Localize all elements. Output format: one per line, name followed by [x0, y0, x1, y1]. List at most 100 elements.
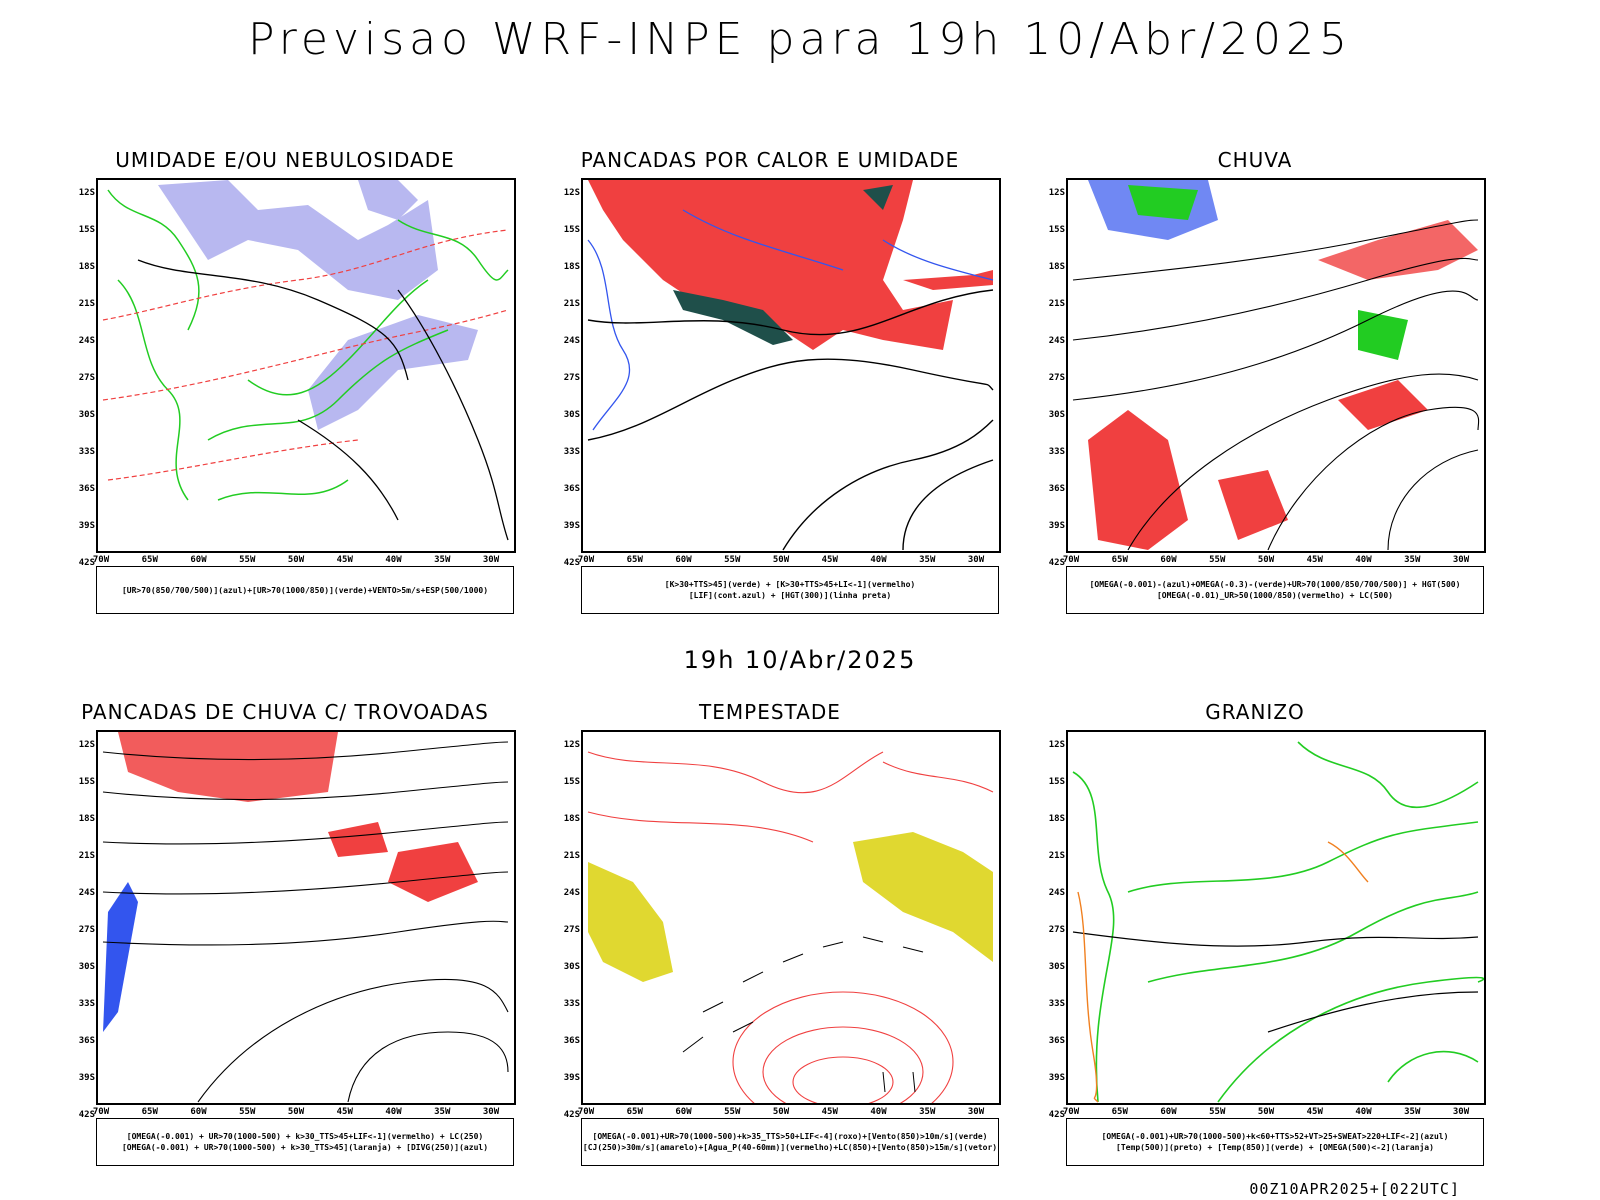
panel-legend: [K>30+TTS>45](verde) + [K>30+TTS>45+LI<-…: [581, 566, 999, 614]
longitude-tick-label: 70W: [1062, 1107, 1080, 1117]
longitude-tick-label: 30W: [1452, 555, 1470, 565]
longitude-axis: 70W 65W 60W 55W 50W 45W 40W 35W 30W: [93, 1107, 516, 1119]
wind-vectors: [682, 936, 924, 1093]
latitude-tick-label: 12S: [1048, 740, 1065, 750]
latitude-tick-label: 12S: [1048, 188, 1065, 198]
latitude-tick-label: 30S: [563, 962, 580, 972]
longitude-tick-label: 50W: [772, 1107, 790, 1117]
latitude-tick-label: 36S: [1048, 1036, 1065, 1046]
thunderstorm-area-red: [118, 732, 338, 802]
longitude-tick-label: 35W: [919, 555, 936, 565]
latitude-tick-label: 39S: [78, 521, 95, 531]
panel-legend: [OMEGA(-0.001) + UR>70(1000-500) + k>30_…: [96, 1118, 514, 1166]
longitude-tick-label: 40W: [870, 555, 887, 565]
panel-legend: [OMEGA(-0.001)-(azul)+OMEGA(-0.3)-(verde…: [1066, 566, 1484, 614]
longitude-tick-label: 65W: [626, 555, 643, 565]
panel-title: PANCADAS DE CHUVA C/ TROVOADAS: [81, 700, 489, 724]
longitude-tick-label: 45W: [821, 1107, 838, 1117]
longitude-tick-label: 45W: [1306, 1107, 1323, 1117]
latitude-tick-label: 21S: [78, 851, 95, 861]
longitude-tick-label: 60W: [1160, 555, 1177, 565]
latitude-tick-label: 27S: [563, 373, 580, 383]
latitude-tick-label: 39S: [1048, 1073, 1065, 1083]
latitude-tick-label: 21S: [78, 299, 95, 309]
latitude-tick-label: 33S: [78, 999, 95, 1009]
map-heat-showers: [581, 178, 1001, 553]
model-run-label: 00Z10APR2025+[022UTC]: [1249, 1180, 1460, 1198]
lifted-index-contours: [587, 209, 994, 431]
longitude-tick-label: 50W: [1257, 1107, 1275, 1117]
longitude-tick-label: 70W: [577, 1107, 595, 1117]
latitude-tick-label: 36S: [78, 1036, 95, 1046]
panel-storm: TEMPESTADE 12S 15S 18S 21S 24S 27S 30S 33S 36S 39…: [555, 700, 1001, 1180]
latitude-tick-label: 33S: [1048, 999, 1065, 1009]
longitude-tick-label: 30W: [482, 1107, 500, 1117]
legend-line: [Temp(500)](preto) + [Temp(850)](verde) …: [1116, 1143, 1434, 1152]
longitude-tick-label: 55W: [724, 1107, 741, 1117]
temperature-500-contours: [1072, 931, 1479, 1033]
latitude-tick-label: 33S: [563, 999, 580, 1009]
geopotential-height-contours: [587, 289, 994, 551]
map-storm: [581, 730, 1001, 1105]
longitude-tick-label: 40W: [385, 1107, 402, 1117]
latitude-tick-label: 15S: [1048, 225, 1065, 235]
longitude-tick-label: 30W: [967, 555, 985, 565]
legend-line: [OMEGA(-0.001) + UR>70(1000-500) + k>30_…: [121, 1143, 489, 1152]
jet-stream-area-yellow: [588, 862, 673, 982]
latitude-tick-label: 24S: [563, 336, 580, 346]
latitude-axis: 12S 15S 18S 21S 24S 27S 30S 33S 36S 39S 42S: [1037, 178, 1065, 568]
legend-line: [OMEGA(-0.001)+UR>70(1000-500)+k<60+TTS>…: [1101, 1132, 1449, 1141]
latitude-tick-label: 30S: [1048, 410, 1065, 420]
latitude-tick-label: 42S: [563, 1110, 580, 1120]
legend-line: [LIF](cont.azul) + [HGT(300)](linha pret…: [688, 591, 892, 600]
precipitable-water-contours: [587, 751, 994, 1103]
panel-thunderstorm-showers: PANCADAS DE CHUVA C/ TROVOADAS 12S 15S 18S…: [70, 700, 516, 1180]
latitude-tick-label: 24S: [1048, 336, 1065, 346]
latitude-tick-label: 15S: [563, 777, 580, 787]
longitude-tick-label: 70W: [1062, 555, 1080, 565]
latitude-tick-label: 27S: [1048, 373, 1065, 383]
longitude-tick-label: 30W: [482, 555, 500, 565]
latitude-tick-label: 27S: [563, 925, 580, 935]
longitude-tick-label: 60W: [675, 1107, 692, 1117]
latitude-tick-label: 18S: [78, 814, 95, 824]
longitude-tick-label: 35W: [434, 1107, 451, 1117]
longitude-tick-label: 55W: [1209, 555, 1226, 565]
latitude-tick-label: 42S: [1048, 558, 1065, 568]
panel-humidity: UMIDADE E/OU NEBULOSIDADE 12S 15S 18S 21S 24…: [70, 148, 516, 628]
latitude-tick-label: 21S: [1048, 851, 1065, 861]
latitude-tick-label: 39S: [78, 1073, 95, 1083]
longitude-tick-label: 60W: [675, 555, 692, 565]
latitude-tick-label: 24S: [563, 888, 580, 898]
latitude-tick-label: 36S: [563, 1036, 580, 1046]
latitude-tick-label: 39S: [1048, 521, 1065, 531]
panel-legend: [UR>70(850/700/500)](azul)+[UR>70(1000/8…: [96, 566, 514, 614]
longitude-axis: 70W 65W 60W 55W 50W 45W 40W 35W 30W: [578, 555, 1001, 567]
longitude-axis: 70W 65W 60W 55W 50W 45W 40W 35W 30W: [577, 1107, 1001, 1119]
longitude-tick-label: 40W: [1355, 555, 1372, 565]
longitude-axis: 70W 65W 60W 55W 50W 45W 40W 35W 30W: [1062, 1107, 1486, 1119]
instability-area-red: [903, 270, 993, 290]
longitude-tick-label: 65W: [626, 1107, 643, 1117]
latitude-tick-label: 27S: [78, 373, 95, 383]
instability-area-red: [588, 180, 953, 350]
latitude-tick-label: 12S: [78, 740, 95, 750]
longitude-tick-label: 40W: [870, 1107, 887, 1117]
longitude-tick-label: 60W: [190, 555, 207, 565]
thunderstorm-area-red: [388, 842, 478, 902]
panel-legend: [OMEGA(-0.001)+UR>70(1000-500)+k>35_TTS>…: [581, 1118, 999, 1166]
legend-line: [OMEGA(-0.01)_UR>50(1000/850)(vermelho) …: [1156, 591, 1393, 600]
legend-line: [OMEGA(-0.001)-(azul)+OMEGA(-0.3)-(verde…: [1089, 580, 1461, 589]
panel-legend: [OMEGA(-0.001)+UR>70(1000-500)+k<60+TTS>…: [1066, 1118, 1484, 1166]
panel-hail: GRANIZO 12S 15S 18S 21S 24S 27S 30S 33S 36S 39S 42…: [1040, 700, 1486, 1180]
latitude-tick-label: 15S: [78, 777, 95, 787]
instability-area-green: [863, 185, 893, 210]
longitude-tick-label: 65W: [1111, 555, 1128, 565]
longitude-tick-label: 45W: [336, 555, 353, 565]
map-rain: [1066, 178, 1486, 553]
latitude-tick-label: 18S: [563, 262, 580, 272]
legend-line: [OMEGA(-0.001) + UR>70(1000-500) + k>30_…: [126, 1132, 484, 1141]
latitude-tick-label: 39S: [563, 1073, 580, 1083]
latitude-tick-label: 21S: [563, 851, 580, 861]
latitude-tick-label: 24S: [78, 888, 95, 898]
